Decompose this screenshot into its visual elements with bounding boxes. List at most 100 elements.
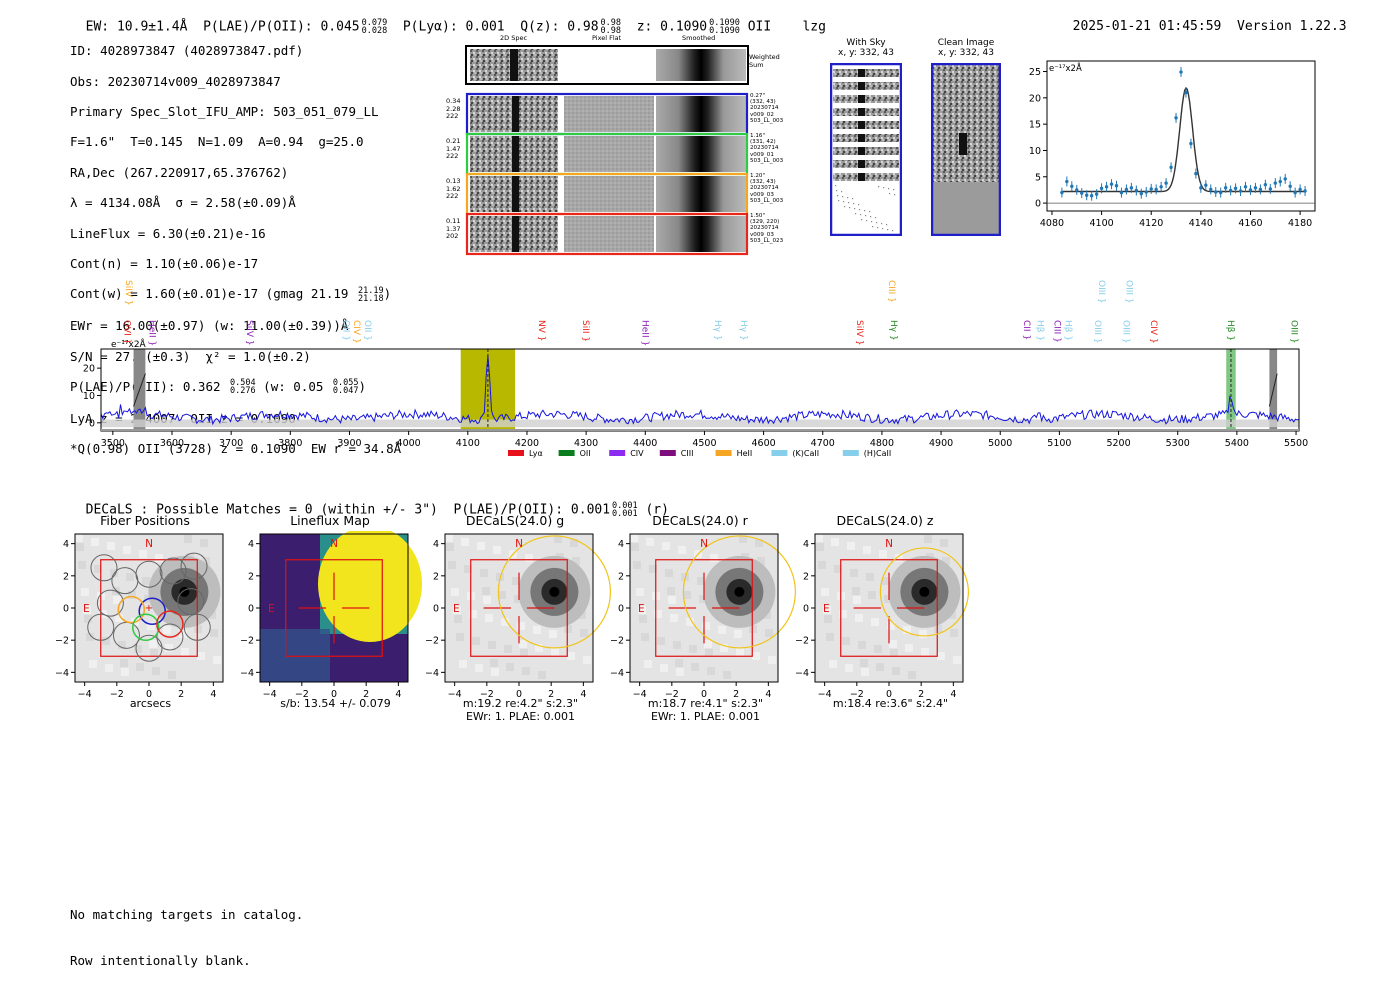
zoom-axes [1046, 60, 1316, 212]
legend-label: CIII [681, 449, 694, 458]
fiber-circle [132, 613, 160, 642]
zoom-data-point [1303, 189, 1307, 193]
decals-panel-title: Lineflux Map [290, 513, 370, 528]
zoom-data-point [1109, 182, 1114, 186]
decals-panel-xlabel: arcsecs [129, 697, 172, 710]
col-pixel-flat: Pixel Flat [592, 34, 622, 42]
panel-ytick-label: −4 [240, 668, 254, 679]
panel-xtick-label: 4 [395, 689, 401, 700]
spectrum-xtick-label: 4100 [456, 438, 480, 449]
fiber-circle [180, 552, 208, 580]
panel-ytick-label: −2 [240, 636, 254, 647]
panel-xtick-label: 2 [548, 689, 554, 700]
zoom-data-point [1243, 185, 1248, 189]
cutout-stat: 1.47 [446, 144, 461, 153]
cutout-meta: 1.16" [750, 133, 766, 139]
panel-ytick-label: 0 [803, 604, 809, 615]
zoom-ytick-label: 20 [1029, 93, 1041, 104]
panel-xtick-label: 4 [580, 689, 586, 700]
cutout-stat: 0.11 [446, 217, 461, 225]
clean-image-coords: x, y: 332, 43 [938, 48, 994, 58]
panel-xtick-label: −2 [850, 689, 864, 700]
cutout-row-left-stats: 0.21 1.47 222 [446, 137, 461, 161]
detection-info: ID: 4028973847 (4028973847.pdf) Obs: 202… [70, 28, 401, 471]
panel-ytick-label: 2 [248, 571, 254, 582]
search-box [655, 559, 753, 657]
catalog-note: No matching targets in catalog. Row inte… [70, 877, 303, 983]
panel-xtick-label: 0 [701, 689, 707, 700]
zoom-data-point [1288, 184, 1292, 188]
spectrum-xtick-label: 5300 [1166, 438, 1190, 449]
zoom-data-point [1134, 188, 1139, 193]
cutout-stat: 1.62 [446, 184, 461, 193]
zoom-data-point [1075, 188, 1079, 192]
decals-panel-title: DECaLS(24.0) r [652, 513, 748, 528]
zoom-data-point [1273, 181, 1277, 185]
north-label: N [885, 538, 893, 550]
header-qz-lo: 0.98 [600, 26, 622, 36]
zoom-unit-label: e⁻¹⁷x2Å [1049, 62, 1082, 74]
cutout-stat: 2.28 [446, 104, 461, 113]
zoom-data-point [1184, 90, 1188, 95]
cutout-row [465, 92, 749, 136]
info-gmag-lo: 21.18 [357, 293, 384, 304]
info-plae-w: (w: 0.05 [263, 378, 324, 394]
spectrum-xtick-label: 4300 [574, 438, 598, 449]
info-gmag-hi: 21.19 [357, 285, 384, 296]
spectrum-xtick-label: 4000 [397, 438, 421, 449]
line-id-label: Hγ } [712, 320, 722, 341]
panel-ytick-label: 0 [63, 604, 69, 615]
cutout-stat: 1.37 [446, 224, 461, 233]
zoom-data-point [1104, 185, 1109, 189]
cutout-meta: 20230714 [750, 145, 779, 152]
decals-lo: 0.001 [612, 509, 638, 519]
decals-panel-image: N E −4 −4 −2 −2 0 0 2 2 4 4 [795, 533, 969, 700]
spectrum-xtick-label: 5100 [1047, 438, 1071, 449]
with-sky-coords: x, y: 332, 43 [838, 48, 894, 58]
line-id-label: HeII } [147, 320, 157, 346]
panel-xtick-label: 4 [210, 689, 216, 700]
cutout-meta: (329, 220) [750, 219, 780, 226]
legend-label: Lyα [529, 449, 543, 458]
decals-panel-sub: EWr: 1. PLAE: 0.001 [465, 710, 576, 723]
info-plae: P(LAE)/P(OII): 0.362 0.504 0.276 (w: 0.05… [70, 379, 401, 396]
cutout-meta: (332, 43) [750, 179, 776, 186]
cutout-meta: 503_LL_003 [750, 197, 784, 204]
line-id-label: SiIV } [244, 320, 254, 346]
spectrum-xtick-label: 3700 [219, 438, 243, 449]
aperture-ellipse [497, 535, 611, 649]
aperture-ellipse [682, 535, 796, 649]
cutout-row-right-info: 1.50" (329, 220) 20230714 v009_03 503_LL_023 [750, 213, 783, 244]
legend-label: (K)CaII [792, 449, 819, 458]
weighted-sum-row [465, 45, 749, 85]
zoom-data-point [1238, 189, 1243, 193]
cutout-meta: 20230714 [750, 225, 779, 232]
line-id-label: SiIV } [123, 280, 133, 306]
center-marker: + [145, 603, 153, 614]
info-radec: RA,Dec (267.220917,65.376762) [70, 164, 289, 180]
zoom-data-point [1080, 191, 1084, 195]
spectrum-axes [100, 348, 1300, 432]
zoom-xtick-label: 4180 [1288, 218, 1312, 229]
cutout-meta: v009_03 [750, 191, 774, 198]
decals-hi: 0.001 [612, 501, 638, 511]
panel-xtick-label: 0 [146, 689, 152, 700]
cutout-row [465, 212, 749, 256]
fiber-circle [156, 623, 184, 651]
aperture-ellipse [879, 547, 969, 637]
info-plae-w-lo: 0.047 [332, 386, 359, 397]
zoom-ytick-label: 10 [1029, 146, 1041, 157]
cutout-meta: 1.20" [750, 173, 766, 179]
zoom-data-point [1278, 179, 1282, 184]
panel-xtick-label: 2 [918, 689, 924, 700]
zoom-data-point [1194, 171, 1198, 176]
zoom-data-point [1298, 187, 1302, 192]
cutout-meta: 503_LL_023 [750, 237, 784, 244]
zoom-data-point [1089, 194, 1094, 198]
panel-ytick-label: 4 [618, 539, 624, 550]
header-z-lo: 0.1090 [709, 26, 740, 36]
decals-panel: Lineflux Map N E −4 −4 −2 −2 0 0 2 2 4 4 s/b: 13.54 +… [235, 513, 435, 723]
zoom-data-point [1144, 190, 1148, 194]
line-id-label: OII } [362, 320, 372, 341]
panel-ytick-label: 2 [63, 571, 69, 582]
